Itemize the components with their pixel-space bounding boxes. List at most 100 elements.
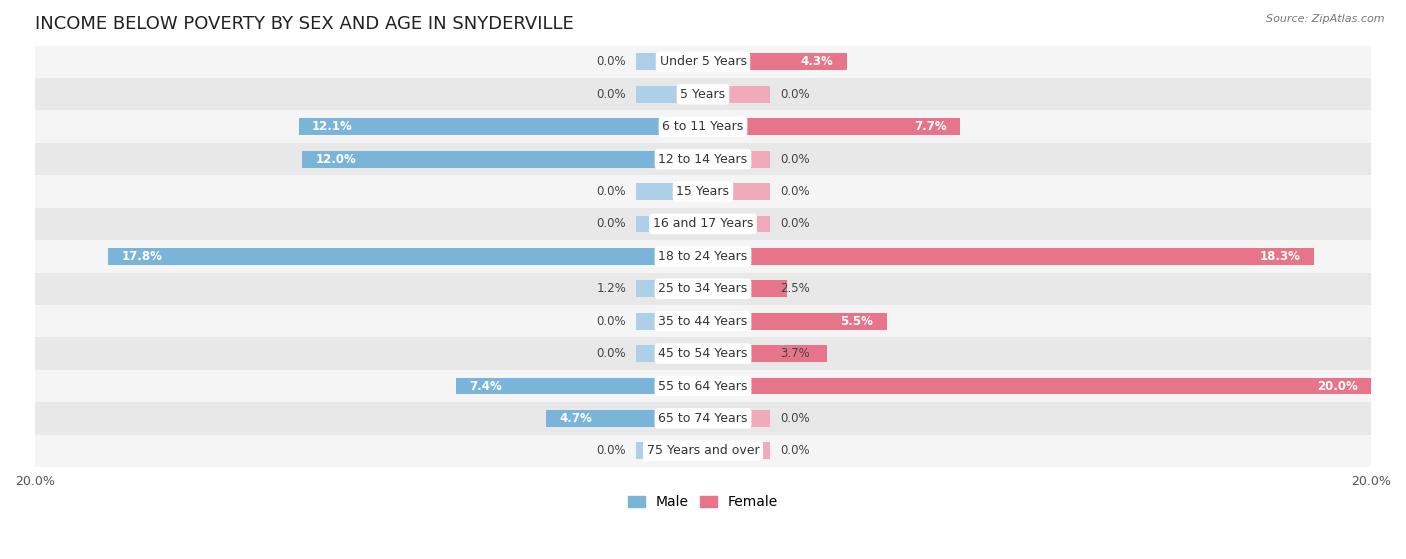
Bar xyxy=(703,410,770,427)
Bar xyxy=(108,248,703,265)
Bar xyxy=(662,280,703,297)
Text: 25 to 34 Years: 25 to 34 Years xyxy=(658,282,748,295)
Bar xyxy=(456,377,703,395)
Text: 20.0%: 20.0% xyxy=(1317,380,1358,392)
Text: 12.1%: 12.1% xyxy=(312,120,353,133)
Bar xyxy=(703,280,786,297)
Text: 5 Years: 5 Years xyxy=(681,88,725,101)
Text: 55 to 64 Years: 55 to 64 Years xyxy=(658,380,748,392)
Bar xyxy=(546,410,703,427)
Text: 0.0%: 0.0% xyxy=(780,153,810,165)
Bar xyxy=(703,54,846,70)
Bar xyxy=(703,312,887,330)
Text: 0.0%: 0.0% xyxy=(780,88,810,101)
Bar xyxy=(636,280,703,297)
Text: Source: ZipAtlas.com: Source: ZipAtlas.com xyxy=(1267,14,1385,24)
Bar xyxy=(703,248,1315,265)
Bar xyxy=(636,377,703,395)
Bar xyxy=(703,312,887,330)
Bar xyxy=(636,216,703,233)
Bar xyxy=(636,119,703,135)
Bar xyxy=(35,143,1371,176)
Bar xyxy=(703,248,770,265)
Bar xyxy=(636,54,703,70)
Bar xyxy=(35,78,1371,111)
Bar xyxy=(636,312,703,330)
Bar xyxy=(636,345,703,362)
Text: 0.0%: 0.0% xyxy=(596,444,626,457)
Text: 65 to 74 Years: 65 to 74 Years xyxy=(658,412,748,425)
Text: 18.3%: 18.3% xyxy=(1260,250,1301,263)
Text: 1.2%: 1.2% xyxy=(596,282,626,295)
Bar xyxy=(299,119,703,135)
Bar xyxy=(703,183,770,200)
Text: 5.5%: 5.5% xyxy=(841,315,873,328)
Bar xyxy=(35,46,1371,78)
Bar xyxy=(703,119,960,135)
Text: 0.0%: 0.0% xyxy=(780,412,810,425)
Bar xyxy=(636,151,703,168)
Bar xyxy=(302,151,703,168)
Text: 0.0%: 0.0% xyxy=(596,347,626,360)
Bar xyxy=(35,338,1371,370)
Bar xyxy=(35,240,1371,273)
Text: 35 to 44 Years: 35 to 44 Years xyxy=(658,315,748,328)
Text: 12.0%: 12.0% xyxy=(315,153,356,165)
Text: 4.7%: 4.7% xyxy=(560,412,592,425)
Bar xyxy=(636,410,703,427)
Text: 7.7%: 7.7% xyxy=(914,120,946,133)
Text: 0.0%: 0.0% xyxy=(780,217,810,230)
Bar xyxy=(35,435,1371,467)
Bar xyxy=(662,280,703,297)
Bar xyxy=(546,410,703,427)
Bar xyxy=(703,248,1315,265)
Text: 17.8%: 17.8% xyxy=(122,250,163,263)
Text: 0.0%: 0.0% xyxy=(596,315,626,328)
Bar xyxy=(636,183,703,200)
Bar xyxy=(703,345,770,362)
Text: INCOME BELOW POVERTY BY SEX AND AGE IN SNYDERVILLE: INCOME BELOW POVERTY BY SEX AND AGE IN S… xyxy=(35,15,574,33)
Text: 3.7%: 3.7% xyxy=(780,347,810,360)
Bar xyxy=(703,345,827,362)
Bar xyxy=(35,305,1371,338)
Bar xyxy=(703,54,770,70)
Legend: Male, Female: Male, Female xyxy=(623,490,783,515)
Bar xyxy=(703,216,770,233)
Bar xyxy=(35,176,1371,208)
Text: 7.4%: 7.4% xyxy=(470,380,502,392)
Text: 75 Years and over: 75 Years and over xyxy=(647,444,759,457)
Text: 0.0%: 0.0% xyxy=(780,444,810,457)
Bar xyxy=(636,86,703,103)
Bar xyxy=(299,119,703,135)
Text: 16 and 17 Years: 16 and 17 Years xyxy=(652,217,754,230)
Bar xyxy=(35,273,1371,305)
Text: 0.0%: 0.0% xyxy=(596,88,626,101)
Bar xyxy=(703,54,846,70)
Bar xyxy=(703,119,770,135)
Text: 18 to 24 Years: 18 to 24 Years xyxy=(658,250,748,263)
Bar xyxy=(703,442,770,459)
Text: Under 5 Years: Under 5 Years xyxy=(659,55,747,68)
Bar xyxy=(703,377,1371,395)
Text: 45 to 54 Years: 45 to 54 Years xyxy=(658,347,748,360)
Bar xyxy=(108,248,703,265)
Bar xyxy=(703,119,960,135)
Bar xyxy=(703,312,770,330)
Text: 0.0%: 0.0% xyxy=(596,185,626,198)
Bar xyxy=(35,402,1371,435)
Text: 4.3%: 4.3% xyxy=(800,55,834,68)
Text: 0.0%: 0.0% xyxy=(596,55,626,68)
Bar xyxy=(35,370,1371,402)
Text: 12 to 14 Years: 12 to 14 Years xyxy=(658,153,748,165)
Bar xyxy=(703,345,827,362)
Text: 2.5%: 2.5% xyxy=(780,282,810,295)
Bar xyxy=(636,442,703,459)
Text: 0.0%: 0.0% xyxy=(780,185,810,198)
Bar xyxy=(35,111,1371,143)
Bar xyxy=(636,248,703,265)
Bar xyxy=(703,280,770,297)
Bar xyxy=(302,151,703,168)
Bar xyxy=(703,86,770,103)
Bar xyxy=(703,151,770,168)
Bar xyxy=(703,377,770,395)
